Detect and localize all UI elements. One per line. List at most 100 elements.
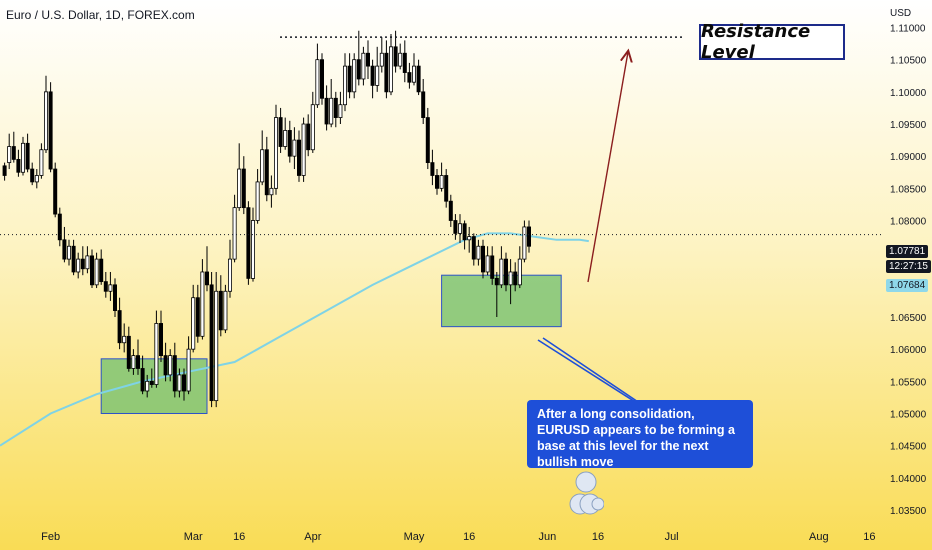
candle-body: [370, 65, 375, 86]
candle-body: [287, 130, 292, 157]
candle-body: [131, 355, 136, 369]
candle-body: [67, 245, 72, 260]
candle-body: [476, 245, 481, 260]
candle-body: [20, 142, 25, 173]
base-zone-1: [100, 358, 208, 415]
candle-body: [310, 104, 315, 151]
candle-body: [154, 323, 159, 385]
candles: [2, 30, 532, 408]
y-tick-label: 1.08500: [890, 184, 927, 195]
candle-body: [503, 258, 508, 286]
candle-body: [145, 380, 150, 392]
candle-body: [232, 207, 237, 260]
candle-body: [25, 142, 30, 170]
candle-body: [264, 149, 269, 196]
candle-body: [255, 181, 260, 221]
price-axis-panel[interactable]: [884, 0, 932, 550]
candle-body: [273, 117, 278, 189]
y-tick-label: 1.05000: [890, 410, 927, 421]
candle-body: [140, 368, 145, 392]
candle-body: [195, 297, 200, 337]
base-zones: [100, 274, 562, 415]
arrows: [537, 52, 651, 411]
candle-body: [158, 323, 163, 357]
x-tick-label: 16: [863, 531, 875, 543]
candle-body: [388, 46, 393, 93]
candle-body: [513, 271, 518, 286]
candle-body: [200, 271, 205, 337]
candle-body: [218, 290, 223, 331]
candle-body: [306, 123, 311, 151]
candle-body: [149, 380, 154, 385]
candle-body: [393, 46, 398, 67]
candle-body: [421, 91, 426, 118]
candle-body: [522, 226, 527, 260]
candle-body: [16, 158, 21, 173]
candle-body: [457, 223, 462, 234]
candle-body: [177, 374, 182, 392]
y-tick-label: 1.10000: [890, 88, 927, 99]
candle-body: [209, 284, 214, 402]
candle-body: [494, 278, 499, 286]
y-tick-label: 1.08000: [890, 217, 927, 228]
candle-body: [99, 258, 104, 283]
candle-body: [135, 355, 140, 369]
candle-body: [352, 59, 357, 93]
y-tick-label: 1.05500: [890, 377, 927, 388]
y-tick-label: 1.09000: [890, 152, 927, 163]
candle-body: [292, 139, 297, 157]
candle-body: [527, 226, 532, 247]
candle-body: [416, 65, 421, 93]
candle-body: [126, 335, 131, 369]
candle-body: [39, 149, 44, 176]
level-lines: [0, 36, 884, 236]
candle-body: [425, 117, 430, 164]
candle-body: [181, 374, 186, 392]
candle-body: [7, 146, 12, 164]
x-tick-label: May: [404, 531, 425, 543]
candle-body: [163, 355, 168, 376]
candle-body: [439, 175, 444, 189]
candle-body: [237, 168, 242, 209]
candle-body: [53, 168, 58, 215]
candle-body: [30, 168, 35, 183]
candle-body: [172, 355, 177, 392]
symbol-title: Euro / U.S. Dollar, 1D, FOREX.com: [6, 8, 195, 22]
bullish-arrow: [587, 52, 628, 283]
y-tick-label: 1.04500: [890, 442, 927, 453]
candle-body: [379, 52, 384, 67]
candle-body: [485, 255, 490, 273]
candle-body: [375, 65, 380, 86]
y-tick-label: 1.09500: [890, 120, 927, 131]
candle-body: [453, 220, 458, 234]
candle-body: [113, 284, 118, 311]
candle-body: [296, 139, 301, 176]
candle-body: [430, 162, 435, 176]
moving-average: [0, 232, 589, 447]
candle-body: [103, 281, 108, 292]
callout-box[interactable]: After a long consolidation, EURUSD appea…: [527, 400, 753, 469]
x-tick-label: Mar: [184, 531, 203, 543]
candle-body: [168, 355, 173, 376]
x-tick-label: 16: [592, 531, 604, 543]
candle-body: [191, 297, 196, 350]
candle-body: [517, 258, 522, 286]
candle-body: [44, 91, 49, 151]
candle-body: [278, 117, 283, 147]
y-tick-label: 1.03500: [890, 506, 927, 517]
callout-pointer-upper: [542, 337, 651, 411]
resistance-label[interactable]: Resistance Level: [699, 21, 845, 63]
candle-body: [48, 91, 53, 170]
x-tick-label: Aug: [809, 531, 829, 543]
candle-body: [71, 245, 76, 273]
x-tick-label: Feb: [41, 531, 60, 543]
candle-body: [499, 258, 504, 286]
currency-label: USD: [890, 8, 912, 19]
candle-body: [411, 65, 416, 83]
candle-body: [80, 258, 85, 270]
candle-body: [448, 200, 453, 221]
x-tick-label: Jul: [665, 531, 679, 543]
y-tick-label: 1.06500: [890, 313, 927, 324]
ma-value-badge: 1.07684: [886, 279, 929, 292]
